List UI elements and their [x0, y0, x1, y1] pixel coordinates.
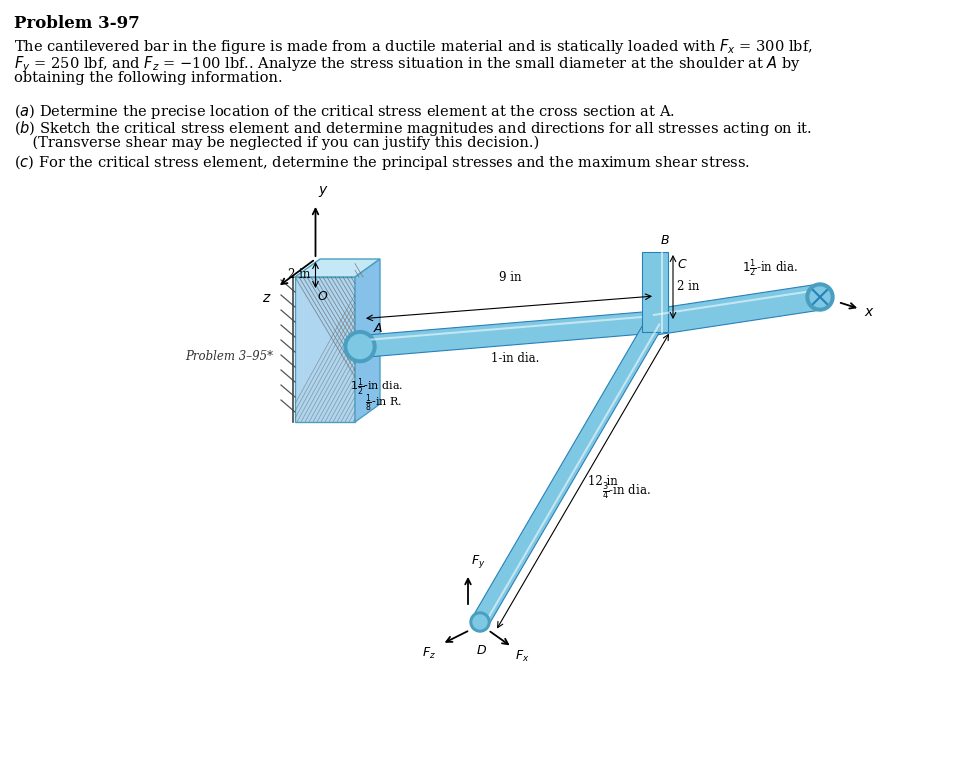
Text: $z$: $z$ — [262, 291, 272, 305]
Text: $F_x$: $F_x$ — [515, 649, 530, 664]
Circle shape — [348, 334, 372, 359]
Text: $y$: $y$ — [318, 184, 330, 199]
Text: ($c$) For the critical stress element, determine the principal stresses and the : ($c$) For the critical stress element, d… — [14, 153, 750, 172]
Circle shape — [473, 615, 487, 629]
Circle shape — [344, 331, 376, 363]
Polygon shape — [653, 284, 822, 335]
Circle shape — [810, 287, 830, 307]
Text: The cantilevered bar in the figure is made from a ductile material and is static: The cantilevered bar in the figure is ma… — [14, 37, 813, 56]
Text: 12 in: 12 in — [588, 475, 618, 488]
Text: $1\frac{1}{2}$-in dia.: $1\frac{1}{2}$-in dia. — [742, 257, 798, 279]
Text: 9 in: 9 in — [499, 271, 521, 284]
Text: $B$: $B$ — [660, 234, 670, 247]
Text: $F_z$: $F_z$ — [422, 646, 436, 661]
Text: Problem 3–95*: Problem 3–95* — [185, 351, 273, 364]
Text: $\frac{3}{4}$-in dia.: $\frac{3}{4}$-in dia. — [603, 480, 652, 502]
Text: ($a$) Determine the precise location of the critical stress element at the cross: ($a$) Determine the precise location of … — [14, 102, 675, 121]
Text: $F_y$ = 250 lbf, and $F_z$ = $-$100 lbf.. Analyze the stress situation in the sm: $F_y$ = 250 lbf, and $F_z$ = $-$100 lbf.… — [14, 54, 801, 74]
Circle shape — [470, 612, 490, 632]
Circle shape — [806, 283, 834, 311]
Polygon shape — [472, 318, 663, 627]
Text: $1\frac{1}{2}$-in dia.: $1\frac{1}{2}$-in dia. — [350, 377, 404, 398]
Text: 2 in: 2 in — [677, 281, 700, 294]
Polygon shape — [295, 277, 355, 422]
Polygon shape — [355, 259, 380, 422]
Text: 2 in: 2 in — [288, 268, 310, 281]
Polygon shape — [359, 311, 656, 357]
Text: $\frac{1}{8}$-in R.: $\frac{1}{8}$-in R. — [365, 393, 403, 414]
Text: 1-in dia.: 1-in dia. — [491, 352, 539, 365]
Text: $A$: $A$ — [373, 321, 383, 334]
Text: obtaining the following information.: obtaining the following information. — [14, 71, 283, 85]
Text: $x$: $x$ — [864, 305, 875, 319]
Text: Problem 3-97: Problem 3-97 — [14, 15, 139, 32]
Polygon shape — [642, 252, 668, 332]
Text: ($b$) Sketch the critical stress element and determine magnitudes and directions: ($b$) Sketch the critical stress element… — [14, 119, 812, 138]
Text: $O$: $O$ — [317, 291, 329, 304]
Text: $C$: $C$ — [677, 258, 688, 271]
Text: (Transverse shear may be neglected if you can justify this decision.): (Transverse shear may be neglected if yo… — [14, 136, 539, 150]
Polygon shape — [295, 259, 380, 277]
Text: $D$: $D$ — [477, 644, 487, 657]
Text: $F_y$: $F_y$ — [471, 553, 485, 570]
